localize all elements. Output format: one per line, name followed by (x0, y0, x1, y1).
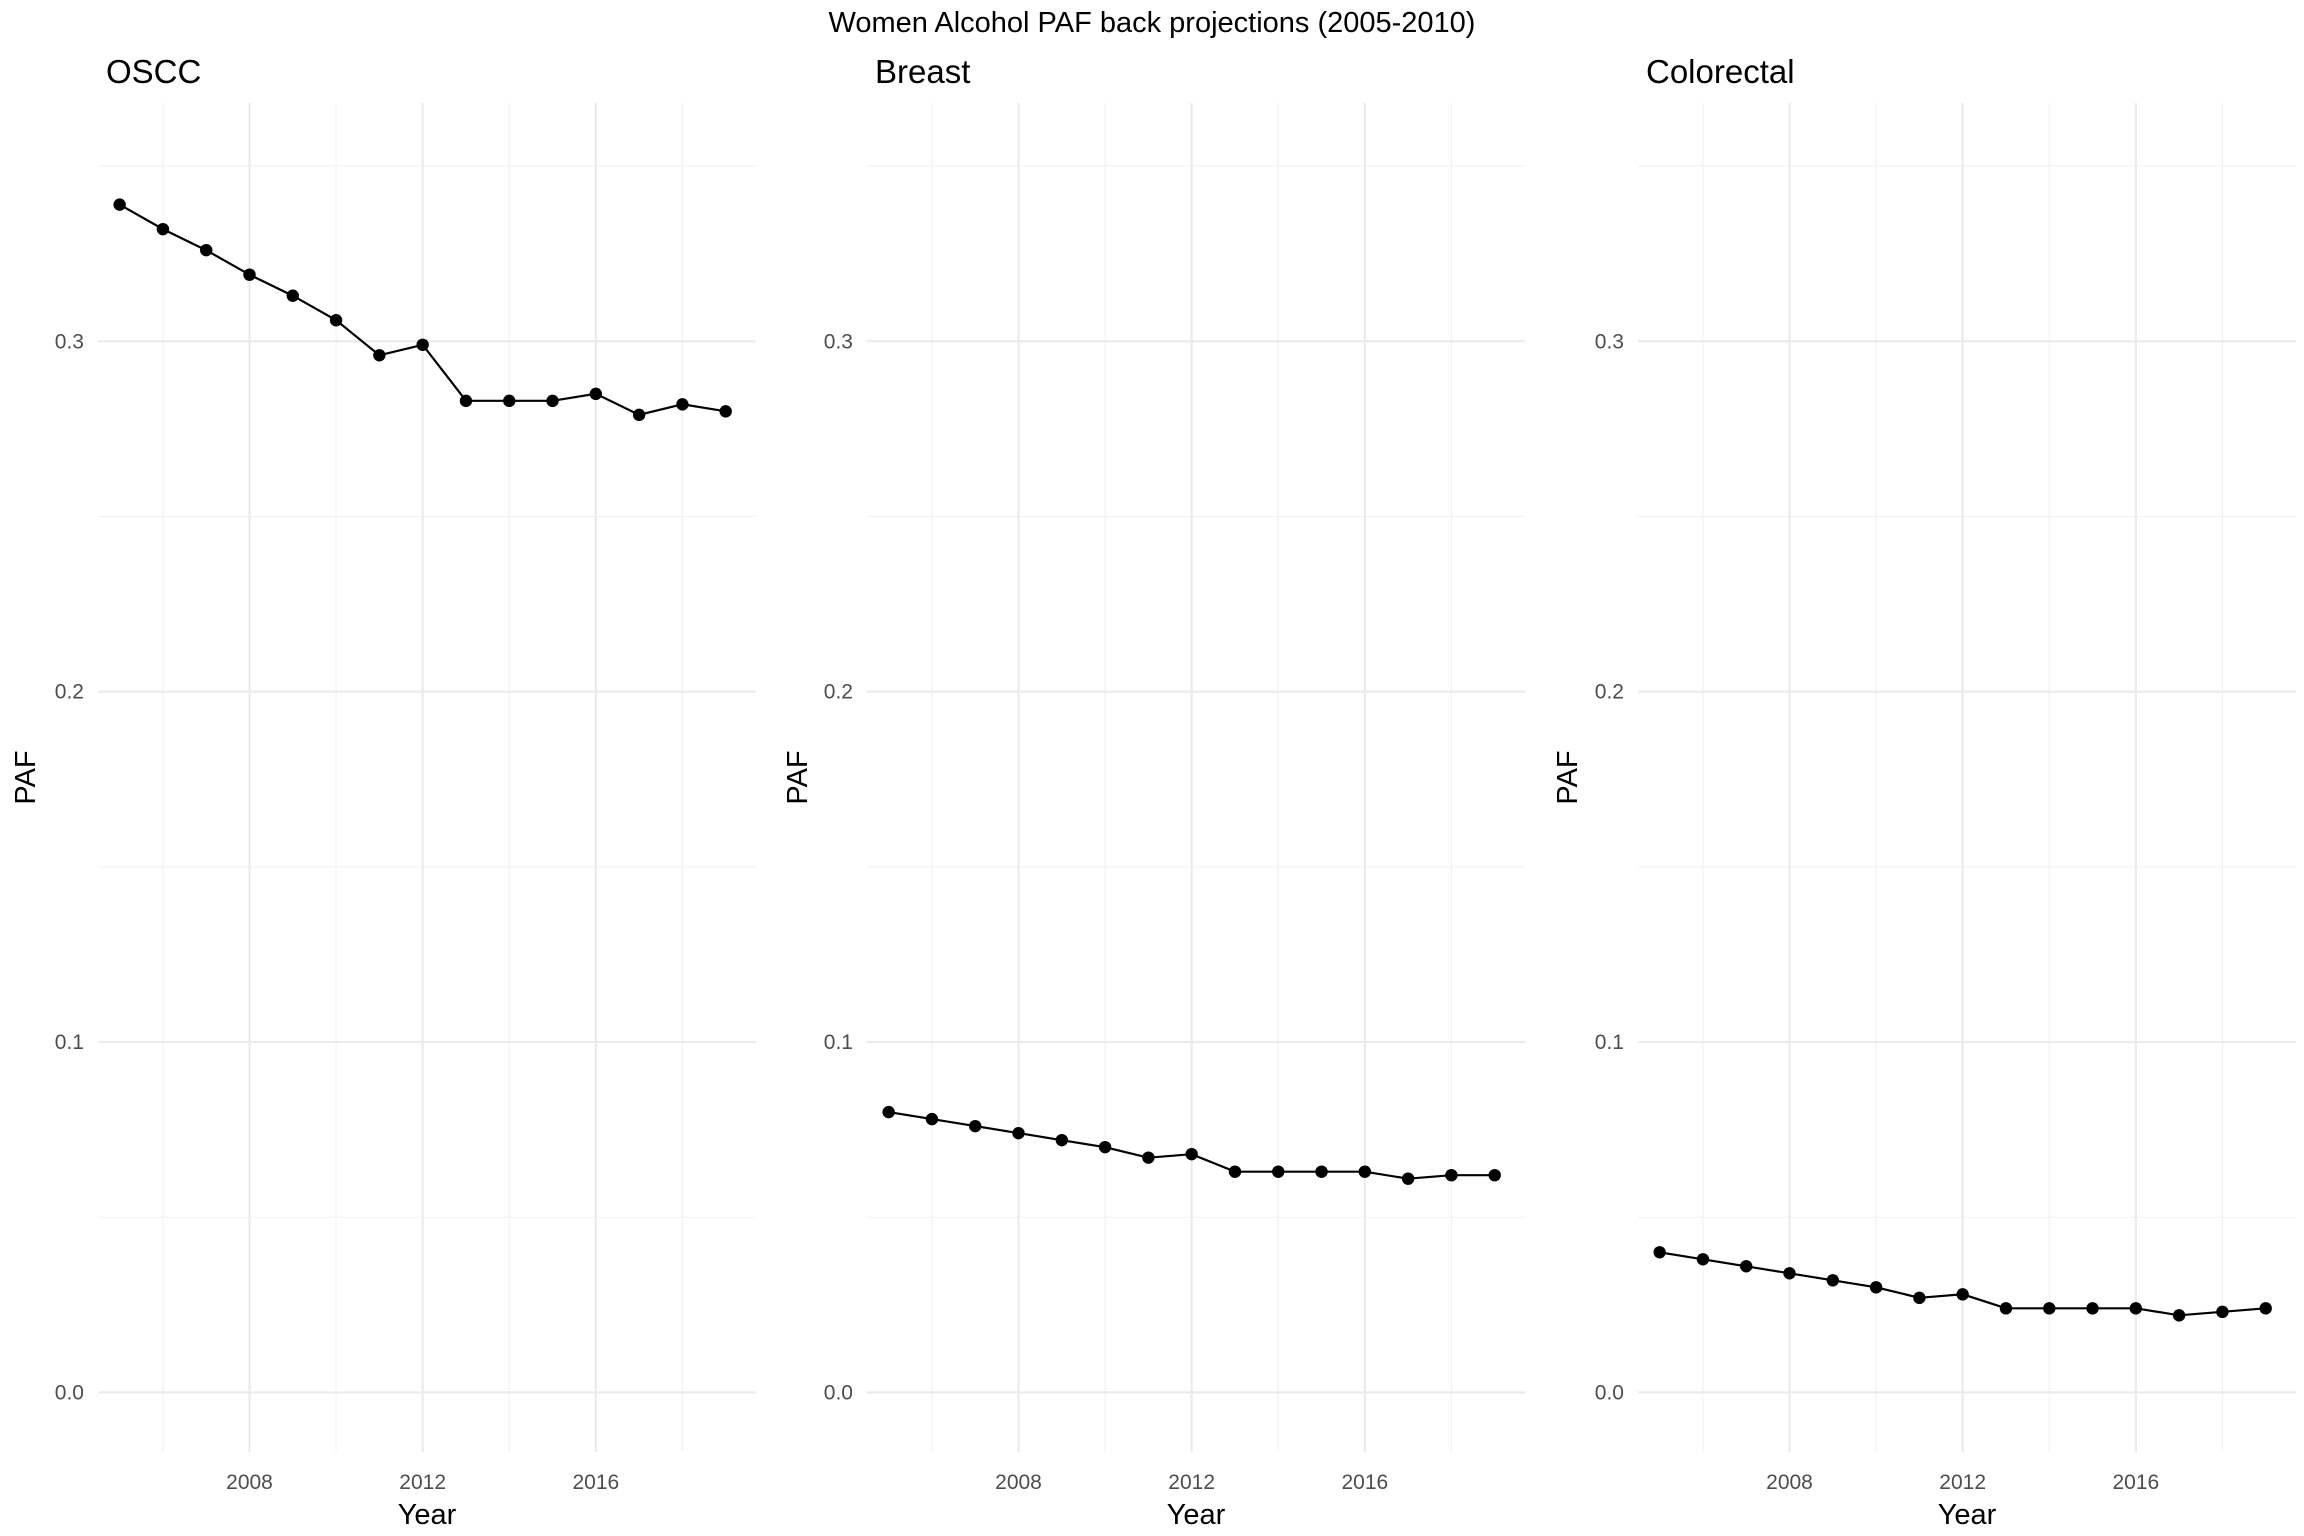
data-point (1826, 1274, 1840, 1287)
x-tick-label: 2016 (1341, 1471, 1388, 1494)
x-tick-label: 2016 (2112, 1471, 2159, 1494)
y-tick-label: 0.0 (55, 1381, 84, 1404)
x-axis-title: Year (398, 1499, 457, 1531)
y-axis-title: PAF (1552, 750, 1584, 804)
y-tick-label: 0.2 (55, 681, 84, 704)
y-tick-label: 0.2 (824, 681, 853, 704)
data-point (329, 314, 343, 327)
y-tick-label: 0.2 (1595, 681, 1624, 704)
data-point (1315, 1165, 1328, 1178)
data-point (1098, 1140, 1112, 1154)
data-point (1358, 1165, 1372, 1178)
panel-oscc: 0.0 0.1 0.2 0.3 2008 2012 2016 OSCC Year PAF (10, 53, 756, 1531)
data-point (1012, 1126, 1025, 1140)
panel-title: OSCC (106, 53, 201, 90)
data-point (1913, 1291, 1926, 1305)
x-tick-label: 2008 (1766, 1471, 1813, 1494)
data-point (925, 1112, 939, 1126)
y-axis-title: PAF (782, 750, 814, 804)
data-point (373, 349, 386, 362)
y-axis-title: PAF (10, 750, 42, 804)
y-tick-label: 0.3 (824, 330, 853, 353)
data-point (632, 408, 646, 422)
data-point (1401, 1172, 1415, 1185)
data-point (676, 398, 689, 411)
data-point (1999, 1302, 2013, 1315)
y-tick-label: 0.1 (824, 1031, 853, 1054)
data-point (416, 338, 429, 351)
data-point (2259, 1302, 2272, 1315)
data-point (1740, 1260, 1753, 1273)
data-point (2216, 1305, 2229, 1319)
data-point (1653, 1246, 1666, 1259)
y-tick-label: 0.0 (1595, 1381, 1624, 1404)
data-point (1445, 1168, 1458, 1182)
data-point (1956, 1288, 1969, 1301)
data-point (1142, 1151, 1155, 1164)
data-point (969, 1119, 982, 1133)
panel-title: Colorectal (1646, 53, 1795, 90)
data-point (719, 405, 732, 418)
x-tick-label: 2012 (399, 1471, 446, 1494)
data-point (1185, 1147, 1198, 1161)
data-point (459, 394, 473, 408)
y-tick-label: 0.1 (55, 1031, 84, 1054)
y-tick-label: 0.3 (1595, 330, 1624, 353)
data-point (546, 394, 559, 408)
data-point (2043, 1302, 2056, 1315)
x-tick-label: 2008 (995, 1471, 1042, 1494)
data-point (286, 289, 300, 302)
data-point (503, 394, 516, 408)
data-point (1055, 1133, 1069, 1147)
data-point (1228, 1165, 1242, 1178)
x-tick-label: 2012 (1939, 1471, 1986, 1494)
x-tick-label: 2008 (226, 1471, 273, 1494)
panel-breast: 0.0 0.1 0.2 0.3 2008 2012 2016 Breast Year PAF (782, 53, 1525, 1531)
y-tick-label: 0.3 (55, 330, 84, 353)
y-tick-label: 0.1 (1595, 1031, 1624, 1054)
data-point (589, 387, 603, 401)
data-point (882, 1105, 895, 1119)
data-point (2086, 1302, 2099, 1315)
x-axis-title: Year (1938, 1499, 1997, 1531)
data-point (113, 198, 126, 211)
y-tick-label: 0.0 (824, 1381, 853, 1404)
x-axis-title: Year (1167, 1499, 1226, 1531)
chart-title: Women Alcohol PAF back projections (2005… (829, 7, 1476, 39)
data-point (200, 243, 213, 257)
x-tick-label: 2012 (1168, 1471, 1215, 1494)
data-point (2172, 1309, 2186, 1322)
panel-colorectal: 0.0 0.1 0.2 0.3 2008 2012 2016 Colorectal Year PA… (1552, 53, 2296, 1531)
data-point (1696, 1253, 1710, 1266)
data-point (243, 268, 256, 281)
data-point (156, 222, 170, 236)
data-point (1488, 1168, 1501, 1182)
data-point (1783, 1267, 1796, 1280)
data-point (2129, 1302, 2143, 1315)
data-point (1869, 1281, 1883, 1294)
data-point (1272, 1165, 1285, 1178)
panel-title: Breast (875, 53, 970, 90)
x-tick-label: 2016 (572, 1471, 619, 1494)
